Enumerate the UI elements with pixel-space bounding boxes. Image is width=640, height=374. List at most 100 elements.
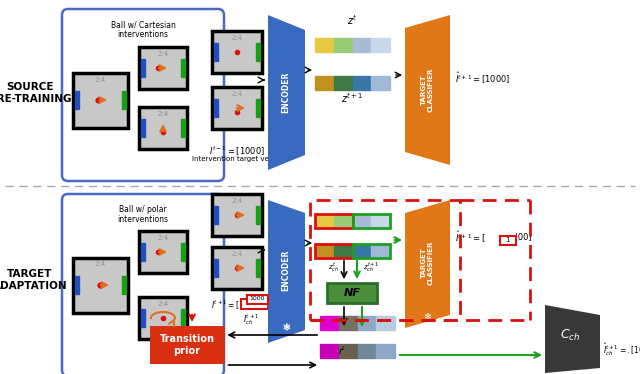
Polygon shape bbox=[268, 200, 305, 343]
Text: 2:4: 2:4 bbox=[232, 251, 243, 257]
Text: 2:4: 2:4 bbox=[157, 111, 168, 117]
Bar bbox=[353, 76, 371, 90]
Text: ENCODER: ENCODER bbox=[282, 71, 291, 113]
Bar bbox=[141, 243, 145, 261]
Bar bbox=[353, 214, 390, 228]
FancyBboxPatch shape bbox=[327, 283, 377, 303]
Bar bbox=[333, 214, 353, 228]
Text: $z_{ch}^{t}$: $z_{ch}^{t}$ bbox=[328, 260, 339, 273]
Polygon shape bbox=[545, 305, 600, 373]
Bar bbox=[320, 316, 339, 330]
Text: $I^{t+1}=$[: $I^{t+1}=$[ bbox=[211, 299, 240, 312]
Text: Ball w/ Cartesian
interventions: Ball w/ Cartesian interventions bbox=[111, 20, 175, 39]
Bar bbox=[181, 59, 185, 77]
Bar bbox=[315, 244, 333, 258]
Text: $z^{t+1}$: $z^{t+1}$ bbox=[341, 91, 364, 105]
Bar bbox=[339, 344, 358, 358]
Text: 2:4: 2:4 bbox=[232, 91, 243, 97]
Bar bbox=[371, 76, 390, 90]
Text: $I_{ch}^{t+1}$: $I_{ch}^{t+1}$ bbox=[243, 312, 259, 327]
Bar bbox=[139, 231, 187, 273]
Bar bbox=[256, 206, 260, 224]
Text: TARGET
ADAPTATION: TARGET ADAPTATION bbox=[0, 269, 67, 291]
Bar bbox=[353, 214, 371, 228]
Text: NF: NF bbox=[344, 288, 360, 298]
Bar bbox=[256, 99, 260, 117]
Bar bbox=[141, 309, 145, 327]
Text: 1000: 1000 bbox=[249, 297, 265, 301]
Bar bbox=[256, 43, 260, 61]
FancyBboxPatch shape bbox=[499, 236, 515, 245]
Text: 2:4: 2:4 bbox=[157, 51, 168, 57]
Bar bbox=[72, 73, 127, 128]
Bar bbox=[122, 91, 125, 109]
Bar bbox=[376, 344, 395, 358]
Bar bbox=[371, 38, 390, 52]
Bar bbox=[315, 214, 353, 228]
Bar bbox=[310, 200, 460, 320]
FancyBboxPatch shape bbox=[62, 194, 224, 374]
Bar bbox=[122, 276, 125, 294]
Text: 2:4: 2:4 bbox=[157, 301, 168, 307]
Polygon shape bbox=[405, 15, 450, 165]
Bar bbox=[339, 316, 358, 330]
Text: TARGET
CLASSIFIER: TARGET CLASSIFIER bbox=[421, 241, 434, 285]
Bar bbox=[74, 276, 79, 294]
Bar bbox=[315, 214, 333, 228]
Text: ❄: ❄ bbox=[282, 323, 290, 333]
Text: $C_{ch}$: $C_{ch}$ bbox=[560, 328, 580, 343]
Bar bbox=[139, 107, 187, 149]
Bar bbox=[371, 244, 390, 258]
Text: 2:4: 2:4 bbox=[95, 77, 106, 83]
Bar bbox=[376, 316, 395, 330]
Text: 1000: 1000 bbox=[245, 300, 263, 306]
Text: $\hat{I}^{t+1}=[1000]$: $\hat{I}^{t+1}=[1000]$ bbox=[455, 70, 511, 86]
Bar bbox=[181, 119, 185, 137]
Bar bbox=[74, 91, 79, 109]
Bar bbox=[256, 259, 260, 277]
Bar bbox=[72, 258, 127, 313]
FancyBboxPatch shape bbox=[246, 294, 268, 303]
Bar bbox=[139, 297, 187, 339]
Text: |00]: |00] bbox=[515, 233, 532, 242]
Text: 1: 1 bbox=[505, 237, 509, 243]
Bar bbox=[212, 87, 262, 129]
Text: $I^{t-1}=[1000]$: $I^{t-1}=[1000]$ bbox=[209, 145, 265, 158]
FancyBboxPatch shape bbox=[150, 326, 225, 364]
Text: Ball w/ polar
interventions: Ball w/ polar interventions bbox=[118, 205, 168, 224]
Bar bbox=[214, 206, 218, 224]
Text: *: * bbox=[282, 322, 290, 337]
Bar bbox=[333, 244, 353, 258]
Text: $\hat{I}_{ch}^{t+1}=.[10]$: $\hat{I}_{ch}^{t+1}=.[10]$ bbox=[603, 341, 640, 358]
Polygon shape bbox=[268, 15, 305, 170]
Text: 2:4: 2:4 bbox=[232, 198, 243, 204]
Bar bbox=[315, 76, 333, 90]
Text: TARGET
CLASSIFIER: TARGET CLASSIFIER bbox=[421, 68, 434, 112]
Text: Transition
prior: Transition prior bbox=[159, 334, 214, 356]
Bar bbox=[214, 99, 218, 117]
Bar bbox=[141, 59, 145, 77]
Bar bbox=[212, 247, 262, 289]
Text: ]: ] bbox=[268, 299, 271, 308]
Text: 2:4: 2:4 bbox=[157, 235, 168, 241]
Bar bbox=[212, 31, 262, 73]
Bar bbox=[141, 119, 145, 137]
Bar bbox=[214, 259, 218, 277]
Text: SOURCE
PRE-TRAINING: SOURCE PRE-TRAINING bbox=[0, 82, 71, 104]
Bar bbox=[333, 38, 353, 52]
Text: $z_{ch}^{t+1}$: $z_{ch}^{t+1}$ bbox=[363, 260, 380, 273]
Polygon shape bbox=[405, 200, 450, 328]
Text: $z^t$: $z^t$ bbox=[348, 13, 358, 27]
Bar bbox=[358, 344, 376, 358]
Text: $r^t$: $r^t$ bbox=[339, 345, 347, 358]
Bar bbox=[371, 214, 390, 228]
Bar bbox=[353, 244, 390, 258]
Bar bbox=[333, 76, 353, 90]
Bar bbox=[139, 47, 187, 89]
Bar bbox=[353, 38, 371, 52]
Text: ENCODER: ENCODER bbox=[282, 249, 291, 291]
Bar bbox=[181, 243, 185, 261]
FancyBboxPatch shape bbox=[62, 9, 224, 181]
FancyBboxPatch shape bbox=[241, 298, 268, 309]
Bar bbox=[212, 194, 262, 236]
